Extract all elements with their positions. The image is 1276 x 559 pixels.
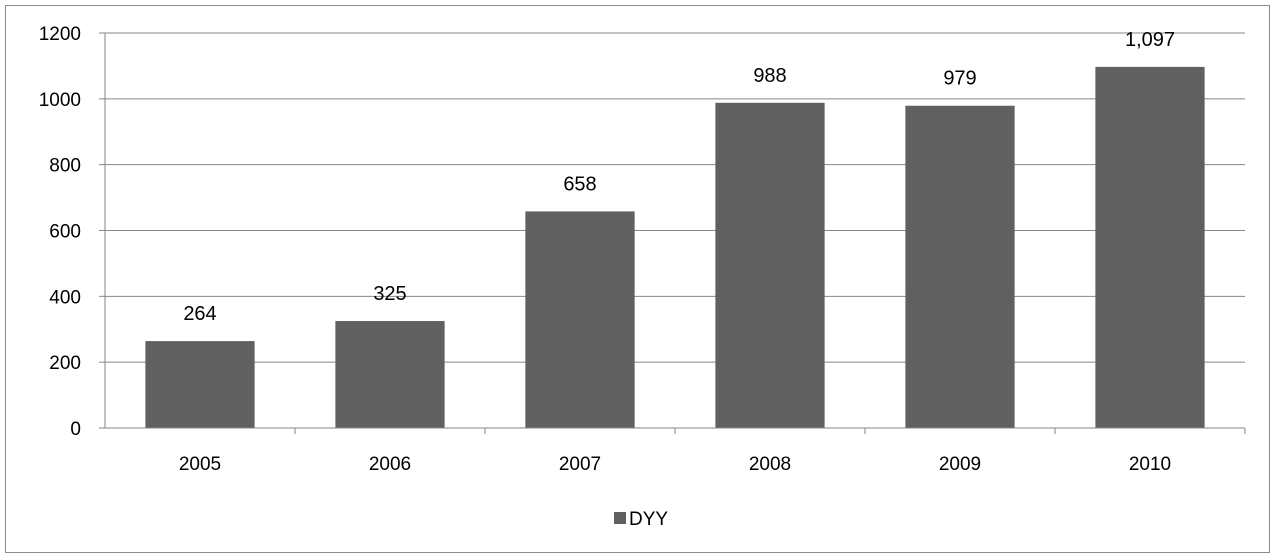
data-label: 264 — [183, 303, 216, 325]
x-tick-label: 2009 — [939, 454, 981, 475]
x-tick-label: 2007 — [559, 454, 601, 475]
legend: DYY — [614, 509, 668, 530]
y-tick-label: 800 — [49, 156, 81, 177]
x-tick-label: 2008 — [749, 454, 791, 475]
y-axis-ticks: 0 200 400 600 800 1000 1200 — [39, 24, 81, 440]
x-tick-label: 2006 — [369, 454, 411, 475]
data-labels: 264 325 658 988 979 1,097 — [183, 29, 1175, 325]
bar — [715, 102, 825, 429]
axes — [99, 32, 1246, 434]
y-tick-label: 0 — [70, 419, 81, 440]
data-label: 979 — [943, 68, 976, 90]
y-tick-label: 1000 — [39, 90, 81, 111]
bar — [145, 341, 255, 428]
data-label: 658 — [563, 173, 596, 195]
chart-frame — [5, 5, 1270, 553]
data-label: 325 — [373, 283, 406, 305]
bar — [525, 211, 635, 428]
y-tick-label: 200 — [49, 353, 81, 374]
legend-label: DYY — [629, 509, 668, 530]
x-tick-label: 2010 — [1129, 454, 1171, 475]
bar — [335, 321, 445, 428]
bar — [905, 105, 1015, 428]
data-label: 988 — [753, 65, 786, 87]
x-axis-ticks: 2005 2006 2007 2008 2009 2010 — [179, 454, 1171, 475]
y-tick-label: 400 — [49, 287, 81, 308]
x-tick-label: 2005 — [179, 454, 221, 475]
data-label: 1,097 — [1125, 29, 1175, 51]
bars — [145, 66, 1205, 429]
y-tick-label: 600 — [49, 222, 81, 243]
gridlines — [105, 32, 1245, 363]
y-tick-label: 1200 — [39, 24, 81, 45]
legend-swatch — [614, 512, 626, 524]
bar — [1095, 66, 1205, 428]
